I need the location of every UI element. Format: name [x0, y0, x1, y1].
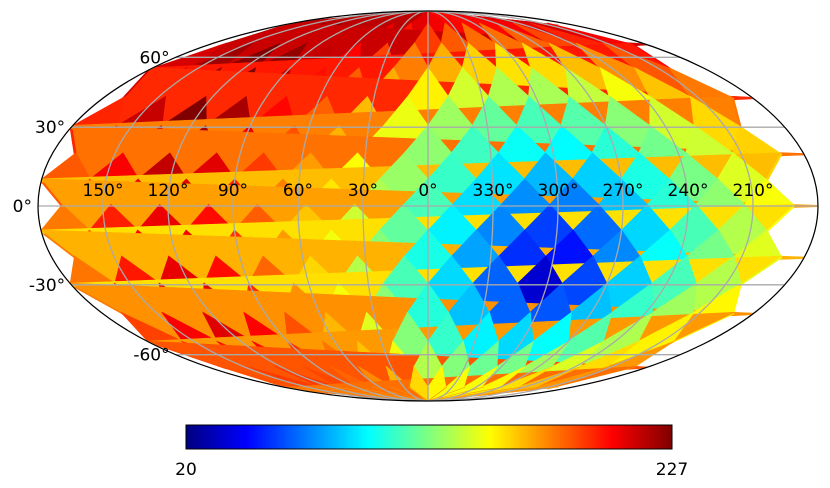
lat-tick-label: 0° [13, 197, 32, 217]
colorbar-min-label: 20 [175, 460, 197, 480]
lon-tick-label: 240° [668, 181, 709, 201]
map-pixel [409, 386, 429, 401]
map-pixel [274, 366, 434, 401]
lon-tick-label: 90° [218, 181, 248, 201]
longitude-labels: 150° 120° 90° 60° 30° 0° 330° 300° 270° 240° 210° [83, 181, 774, 201]
lon-tick-label: 120° [148, 181, 189, 201]
lat-tick-label: 30° [35, 118, 65, 138]
map-pixel [427, 386, 522, 401]
map-pixel [427, 386, 447, 401]
lon-tick-label: 0° [418, 181, 437, 201]
map-pixel [547, 340, 675, 390]
colorbar [185, 424, 673, 450]
lat-tick-label: 60° [139, 48, 169, 68]
map-pixel [315, 386, 429, 401]
map-pixel [427, 386, 541, 401]
lat-tick-label: -60° [133, 346, 169, 366]
map-pixel [297, 386, 429, 401]
lon-tick-label: 150° [83, 181, 124, 201]
map-pixel [427, 386, 503, 401]
map-pixel [423, 366, 554, 401]
map-pixel [302, 366, 433, 401]
map-pixel [353, 386, 429, 401]
map-pixel [427, 386, 466, 401]
lon-tick-label: 330° [473, 181, 514, 201]
map-pixel [390, 386, 429, 401]
map-pixel [330, 366, 432, 401]
map-pixel [427, 386, 485, 401]
map-pixel [371, 386, 429, 401]
map-pixel [218, 366, 436, 401]
map-boundary [37, 10, 819, 402]
map-pixel [422, 366, 582, 401]
lon-tick-label: 210° [733, 181, 774, 201]
map-pixel [427, 365, 447, 401]
map-pixel [426, 365, 471, 401]
map-pixel [427, 386, 559, 401]
lon-tick-label: 270° [603, 181, 644, 201]
map-pixel [334, 386, 429, 401]
latitude-labels: 60° 30° 0° -30° -60° [13, 48, 170, 365]
colorbar-max-label: 227 [656, 460, 688, 480]
lon-tick-label: 300° [538, 181, 579, 201]
map-pixel [409, 365, 429, 401]
lat-tick-label: -30° [29, 276, 65, 296]
lon-tick-label: 30° [348, 181, 378, 201]
map-pixel [424, 366, 526, 401]
lon-tick-label: 60° [283, 181, 313, 201]
